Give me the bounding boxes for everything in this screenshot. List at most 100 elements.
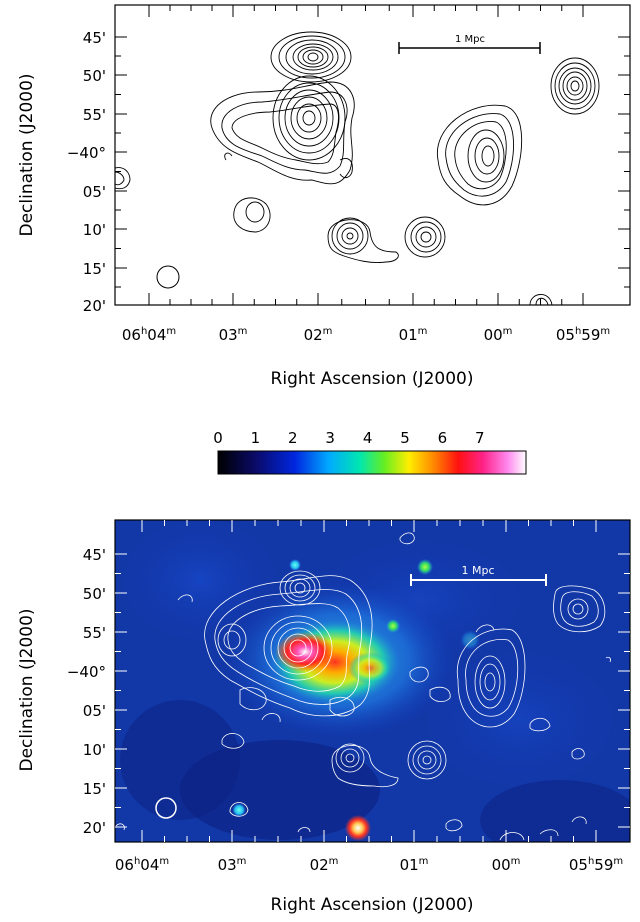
y-tick-label: 15'	[83, 260, 106, 278]
colorbar-tick-label: 6	[438, 429, 448, 447]
x-tick-label-hours: 05	[556, 326, 575, 344]
contour-group-main	[210, 75, 355, 185]
top-panel: 1 Mpc 06h04m 03m 02m 01m 00m 05h59m 45'50'55'…	[17, 4, 631, 389]
y-tick-label: 05'	[83, 702, 106, 720]
bottom-panel: 1 Mpc 06h04m 03m 02m 01m 00m 05h59m 45'50'55'…	[17, 519, 631, 915]
contour-group-west-edge	[115, 167, 131, 190]
y-tick-label: −40°	[67, 144, 106, 162]
x-tick-label-minutes-unit: m	[159, 856, 169, 867]
bottom-scale-bar: 1 Mpc	[410, 564, 547, 586]
x-tick-label-hours: 06	[115, 856, 134, 874]
x-tick-label-minutes: 00	[492, 856, 511, 874]
contour-group-center-east	[436, 104, 523, 206]
x-tick-label-minutes-unit: m	[166, 326, 176, 337]
colorbar-tick-label: 5	[400, 429, 410, 447]
x-tick-label-minutes: 00	[484, 326, 503, 344]
x-tick-label-minutes: 04	[147, 326, 166, 344]
y-tick-label: 10'	[83, 741, 106, 759]
y-tick-label: 20'	[83, 819, 106, 837]
x-tick-label-hours-unit: h	[141, 326, 147, 337]
x-tick-label-minutes-unit: m	[238, 326, 248, 337]
x-tick-label-minutes: 59	[594, 856, 613, 874]
x-tick-label: 01m	[400, 856, 429, 874]
y-tick-label: 10'	[83, 221, 106, 239]
y-tick-label: 50'	[83, 585, 106, 603]
y-tick-label: 15'	[83, 780, 106, 798]
x-tick-label-minutes: 03	[219, 326, 238, 344]
y-tick-label: 05'	[83, 183, 106, 201]
x-tick-label: 03m	[219, 326, 248, 344]
y-tick-label: 45'	[83, 546, 106, 564]
y-tick-label: 45'	[83, 29, 106, 47]
x-tick-label: 06h04m	[115, 856, 169, 874]
x-tick-label: 01m	[399, 326, 428, 344]
contour-group-small-features	[115, 532, 611, 841]
contour-group-nw	[270, 31, 352, 83]
x-tick-label-minutes-unit: m	[600, 326, 610, 337]
contour-group-south-a	[327, 217, 399, 263]
x-tick-label-minutes-unit: m	[329, 856, 339, 867]
colorbar-tick-label: 2	[288, 429, 298, 447]
x-tick-label-minutes: 59	[581, 326, 600, 344]
y-tick-label: −40°	[67, 663, 106, 681]
bottom-beam-circle	[155, 797, 177, 819]
top-plot-frame	[114, 4, 631, 306]
top-scale-bar-label: 1 Mpc	[455, 34, 485, 45]
top-y-tick-labels: 45' 50' 55' −40° 05' 10' 15' 20'	[67, 29, 106, 315]
x-tick-label-minutes-unit: m	[237, 856, 247, 867]
y-tick-label: 55'	[83, 624, 106, 642]
x-tick-label: 02m	[310, 856, 339, 874]
top-x-axis-label: Right Ascension (J2000)	[271, 369, 474, 389]
colorbar-tick-label: 1	[251, 429, 261, 447]
contour-group-ne	[550, 57, 600, 115]
colorbar: 0 1 2 3 4 5 6 7	[213, 429, 527, 475]
x-tick-label-hours-unit: h	[134, 856, 140, 867]
contour-group-center-east	[409, 624, 526, 728]
top-y-axis-label: Declination (J2000)	[17, 73, 37, 236]
x-tick-label: 05h59m	[556, 326, 610, 344]
x-tick-label: 06h04m	[122, 326, 176, 344]
colorbar-tick-label: 0	[213, 429, 223, 447]
y-tick-label: 55'	[83, 106, 106, 124]
bottom-x-axis-label: Right Ascension (J2000)	[271, 895, 474, 915]
top-x-tick-labels: 06h04m 03m 02m 01m 00m 05h59m	[122, 326, 610, 344]
x-tick-label: 00m	[492, 856, 521, 874]
colorbar-tick-label: 3	[325, 429, 335, 447]
top-ticks	[115, 5, 630, 305]
top-scale-bar: 1 Mpc	[398, 34, 541, 54]
colorbar-tick-labels: 0 1 2 3 4 5 6 7	[213, 429, 484, 447]
contour-group-south-a	[331, 743, 399, 788]
y-tick-label: 20'	[83, 297, 106, 315]
bottom-plot-frame	[114, 519, 631, 843]
bottom-y-axis-label: Declination (J2000)	[17, 608, 37, 771]
contour-group-nw	[279, 570, 321, 606]
contour-group-south-b	[404, 216, 446, 258]
contour-group-small-west	[233, 197, 271, 233]
x-tick-label-minutes-unit: m	[503, 326, 513, 337]
colorbar-tick-label: 7	[475, 429, 485, 447]
x-tick-label-minutes: 02	[310, 856, 329, 874]
bottom-y-tick-labels: 45' 50' 55' −40° 05' 10' 15' 20'	[67, 546, 106, 837]
x-tick-label: 02m	[304, 326, 333, 344]
contour-group-south-b	[407, 740, 447, 780]
bottom-x-tick-labels: 06h04m 03m 02m 01m 00m 05h59m	[115, 856, 623, 874]
top-contours	[115, 31, 600, 305]
x-tick-label-hours-unit: h	[588, 856, 594, 867]
x-tick-label-hours: 06	[122, 326, 141, 344]
bottom-ticks	[115, 520, 630, 842]
x-tick-label-minutes: 01	[400, 856, 419, 874]
x-tick-label: 00m	[484, 326, 513, 344]
contour-group-south-east	[529, 294, 553, 305]
x-tick-label-minutes-unit: m	[511, 856, 521, 867]
x-tick-label: 03m	[218, 856, 247, 874]
x-tick-label-hours: 05	[569, 856, 588, 874]
colorbar-tick-label: 4	[363, 429, 373, 447]
colorbar-gradient	[217, 450, 527, 475]
x-tick-label-minutes: 03	[218, 856, 237, 874]
contour-group-main	[177, 575, 373, 723]
x-tick-label: 05h59m	[569, 856, 623, 874]
x-tick-label-minutes-unit: m	[323, 326, 333, 337]
x-tick-label-minutes-unit: m	[418, 326, 428, 337]
top-beam-circle	[156, 265, 180, 289]
